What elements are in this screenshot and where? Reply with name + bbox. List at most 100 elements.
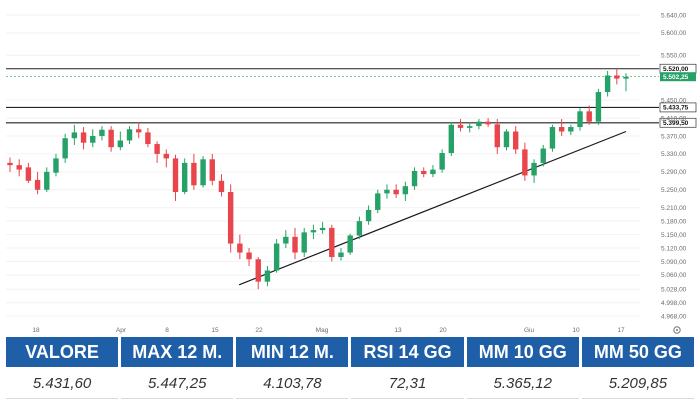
candle bbox=[273, 239, 280, 273]
candle bbox=[531, 159, 537, 184]
candle bbox=[577, 108, 583, 131]
candle-body bbox=[540, 148, 546, 163]
candle-body bbox=[218, 180, 225, 193]
candle bbox=[283, 230, 289, 249]
candle-body bbox=[319, 227, 326, 231]
candle bbox=[62, 133, 68, 163]
candle-body bbox=[163, 153, 169, 159]
candle bbox=[71, 124, 78, 145]
candle bbox=[126, 126, 133, 145]
x-tick-label: 22 bbox=[255, 327, 263, 334]
stat-value-valore: 5.431,60 bbox=[6, 369, 119, 399]
y-tick-label: 5.370,00 bbox=[661, 133, 687, 140]
candle bbox=[329, 224, 335, 262]
candle-body bbox=[356, 221, 363, 236]
candle bbox=[145, 127, 151, 148]
y-tick-label: 5.410,00 bbox=[661, 115, 687, 122]
candle-body bbox=[494, 124, 500, 148]
y-tick-label: 5.028,00 bbox=[661, 287, 687, 294]
candle-body bbox=[154, 144, 160, 154]
candle bbox=[411, 167, 418, 190]
candle bbox=[117, 131, 124, 151]
candle-body bbox=[16, 165, 22, 170]
x-tick-label: Mag bbox=[316, 327, 329, 334]
price-chart: 5.520,00 5.433,75 5.399,50 5.502,25 5.640,0… bbox=[6, 12, 697, 334]
last-price-box bbox=[660, 72, 696, 82]
y-tick-label: 5.210,00 bbox=[661, 205, 687, 212]
stat-header-mm-10gg: MM 10 GG bbox=[466, 337, 579, 367]
candle bbox=[347, 233, 353, 255]
candle-body bbox=[614, 75, 620, 79]
candle bbox=[264, 265, 271, 287]
candle-body bbox=[375, 193, 381, 210]
x-tick-label: 18 bbox=[32, 327, 40, 334]
candle-body bbox=[393, 189, 399, 195]
y-tick-label: 5.150,00 bbox=[661, 232, 687, 239]
candle bbox=[44, 167, 50, 193]
candle bbox=[292, 227, 298, 260]
y-tick-label: 5.640,00 bbox=[661, 12, 687, 19]
candle-body bbox=[34, 179, 41, 190]
level-label: 5.399,50 bbox=[663, 120, 689, 127]
stat-header-rsi-14gg: RSI 14 GG bbox=[351, 337, 464, 367]
candle bbox=[604, 70, 611, 97]
candle-body bbox=[90, 135, 96, 143]
candle-body bbox=[329, 227, 335, 258]
candle bbox=[209, 153, 215, 186]
candle-body bbox=[80, 132, 87, 143]
candle-body bbox=[384, 189, 390, 194]
candle bbox=[80, 127, 87, 150]
candle bbox=[448, 122, 455, 157]
candle-body bbox=[99, 129, 105, 136]
candle-body bbox=[172, 158, 179, 193]
candle-body bbox=[246, 252, 252, 260]
candle bbox=[172, 154, 179, 201]
stat-value-rsi-14gg: 72,31 bbox=[351, 369, 464, 399]
candle-body bbox=[237, 243, 243, 253]
candle-body bbox=[310, 230, 317, 233]
settings-icon[interactable] bbox=[673, 326, 681, 334]
level-label: 5.433,75 bbox=[663, 105, 689, 112]
candle-body bbox=[301, 232, 307, 253]
x-tick-label: 17 bbox=[617, 327, 625, 334]
candle bbox=[191, 153, 197, 190]
stat-value-mm-50gg: 5.209,85 bbox=[581, 369, 694, 399]
candle-body bbox=[512, 131, 519, 150]
candle-body bbox=[586, 111, 592, 122]
candle bbox=[34, 171, 41, 195]
candle bbox=[218, 174, 225, 197]
candle bbox=[439, 149, 445, 173]
candle bbox=[136, 122, 142, 139]
stat-value-max-12m: 5.447,25 bbox=[121, 369, 234, 399]
candle-body bbox=[595, 92, 602, 122]
y-tick-label: 5.290,00 bbox=[661, 169, 687, 176]
candle-body bbox=[338, 252, 344, 258]
x-tick-label: 13 bbox=[394, 327, 402, 334]
candle-body bbox=[25, 167, 32, 181]
candle-body bbox=[53, 158, 59, 173]
candle bbox=[494, 118, 500, 154]
candle-body bbox=[604, 75, 611, 93]
candle-body bbox=[577, 111, 583, 128]
candle-body bbox=[411, 170, 418, 187]
candle-body bbox=[264, 270, 271, 282]
level-label-box bbox=[659, 102, 697, 113]
candle-body bbox=[283, 236, 289, 244]
candle bbox=[25, 162, 32, 184]
candle-body bbox=[136, 129, 142, 133]
candle bbox=[154, 141, 160, 163]
candle bbox=[200, 156, 206, 188]
level-label: 5.520,00 bbox=[663, 66, 689, 73]
y-tick-label: 5.120,00 bbox=[661, 245, 687, 252]
candle-body bbox=[623, 76, 629, 79]
candle bbox=[476, 118, 482, 130]
y-tick-label: 4.998,00 bbox=[661, 300, 687, 307]
candle-body bbox=[7, 162, 13, 166]
candle-body bbox=[365, 209, 372, 222]
candle-body bbox=[71, 132, 78, 139]
candle-body bbox=[439, 153, 445, 170]
support-trendline bbox=[238, 130, 627, 286]
x-tick-label: 10 bbox=[572, 327, 580, 334]
candle-body bbox=[568, 127, 574, 132]
y-axis: 5.640,00 5.600,00 5.550,00 5.450,00 5.410,00… bbox=[661, 12, 687, 320]
